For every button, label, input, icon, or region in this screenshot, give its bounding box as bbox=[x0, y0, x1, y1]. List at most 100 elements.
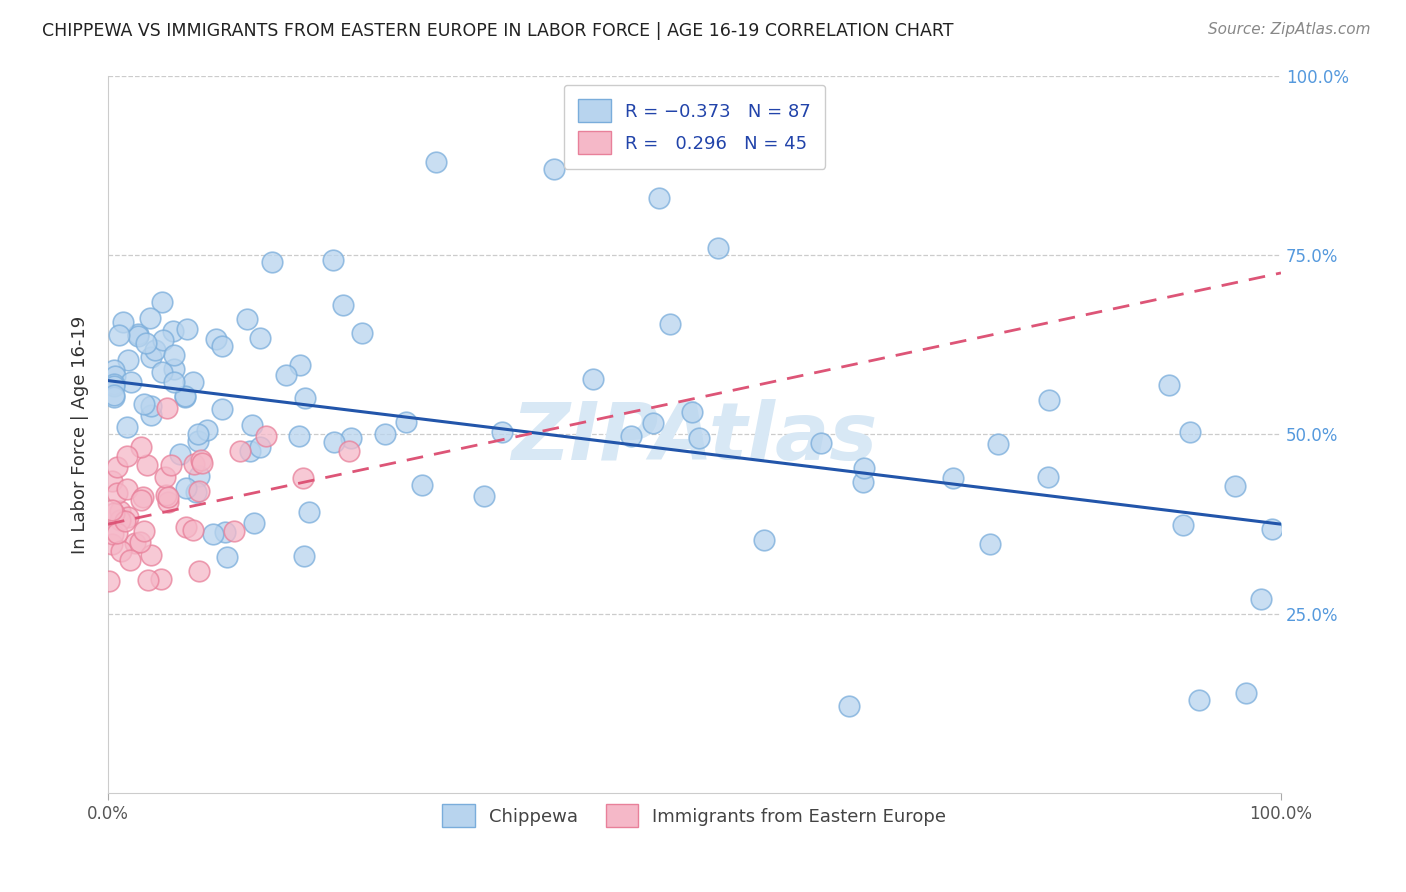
Point bbox=[120, 376, 142, 390]
Point bbox=[134, 524, 156, 538]
Point bbox=[288, 358, 311, 372]
Point bbox=[124, 535, 146, 549]
Point bbox=[184, 484, 207, 499]
Point bbox=[188, 483, 211, 498]
Point bbox=[243, 516, 266, 530]
Point bbox=[160, 458, 183, 472]
Point bbox=[181, 523, 204, 537]
Point bbox=[322, 435, 344, 450]
Point bbox=[658, 317, 681, 331]
Point bbox=[115, 482, 138, 496]
Point bbox=[274, 368, 297, 383]
Point bbox=[108, 327, 131, 342]
Point bbox=[222, 524, 245, 538]
Point bbox=[103, 507, 125, 521]
Point bbox=[132, 490, 155, 504]
Point bbox=[129, 492, 152, 507]
Point bbox=[195, 423, 218, 437]
Text: Source: ZipAtlas.com: Source: ZipAtlas.com bbox=[1208, 22, 1371, 37]
Point bbox=[292, 549, 315, 563]
Point bbox=[254, 428, 277, 442]
Point bbox=[114, 515, 136, 529]
Point bbox=[127, 329, 149, 343]
Point bbox=[236, 312, 259, 326]
Point bbox=[322, 253, 344, 268]
Point bbox=[648, 190, 671, 204]
Point bbox=[103, 527, 125, 541]
Point bbox=[838, 699, 860, 714]
Point bbox=[152, 333, 174, 347]
Point bbox=[425, 154, 447, 169]
Point bbox=[115, 450, 138, 464]
Point bbox=[136, 458, 159, 473]
Point bbox=[681, 405, 703, 419]
Point bbox=[117, 510, 139, 524]
Point bbox=[101, 502, 124, 516]
Point bbox=[162, 362, 184, 376]
Point bbox=[153, 469, 176, 483]
Point bbox=[188, 468, 211, 483]
Point bbox=[294, 391, 316, 405]
Point bbox=[174, 520, 197, 534]
Point bbox=[1159, 377, 1181, 392]
Point bbox=[249, 331, 271, 345]
Y-axis label: In Labor Force | Age 16-19: In Labor Force | Age 16-19 bbox=[72, 315, 89, 554]
Text: ZIPAtlas: ZIPAtlas bbox=[512, 399, 877, 477]
Point bbox=[98, 574, 121, 589]
Point bbox=[162, 375, 184, 389]
Point bbox=[176, 481, 198, 495]
Point bbox=[620, 428, 643, 442]
Point bbox=[150, 365, 173, 379]
Point bbox=[162, 325, 184, 339]
Point bbox=[150, 294, 173, 309]
Point bbox=[987, 437, 1010, 451]
Point bbox=[127, 326, 149, 341]
Point bbox=[162, 348, 184, 362]
Point bbox=[141, 408, 163, 422]
Point bbox=[155, 488, 177, 502]
Point bbox=[643, 416, 665, 430]
Point bbox=[292, 471, 315, 485]
Point bbox=[176, 322, 198, 336]
Point bbox=[135, 336, 157, 351]
Point bbox=[156, 401, 179, 415]
Point bbox=[141, 350, 163, 364]
Point bbox=[139, 549, 162, 563]
Point bbox=[1261, 522, 1284, 536]
Point bbox=[491, 425, 513, 440]
Point bbox=[100, 537, 122, 551]
Point bbox=[108, 504, 131, 518]
Point bbox=[852, 475, 875, 490]
Point bbox=[810, 436, 832, 450]
Point bbox=[103, 363, 125, 377]
Point bbox=[183, 458, 205, 472]
Point bbox=[103, 390, 125, 404]
Point bbox=[132, 397, 155, 411]
Point bbox=[191, 456, 214, 470]
Point bbox=[288, 429, 311, 443]
Point bbox=[202, 527, 225, 541]
Point bbox=[1036, 470, 1059, 484]
Point bbox=[474, 489, 496, 503]
Point bbox=[129, 441, 152, 455]
Point bbox=[395, 415, 418, 429]
Point bbox=[229, 444, 252, 458]
Point bbox=[337, 444, 360, 458]
Point bbox=[411, 478, 433, 492]
Point bbox=[174, 390, 197, 404]
Point bbox=[181, 375, 204, 389]
Point bbox=[374, 427, 396, 442]
Point bbox=[211, 402, 233, 417]
Point bbox=[110, 544, 132, 558]
Point bbox=[103, 376, 125, 391]
Point bbox=[104, 369, 127, 384]
Point bbox=[111, 315, 134, 329]
Point bbox=[174, 389, 197, 403]
Point bbox=[332, 298, 354, 312]
Point bbox=[214, 525, 236, 540]
Point bbox=[169, 447, 191, 461]
Point bbox=[205, 332, 228, 346]
Point bbox=[1171, 518, 1194, 533]
Point bbox=[188, 564, 211, 578]
Point bbox=[128, 535, 150, 549]
